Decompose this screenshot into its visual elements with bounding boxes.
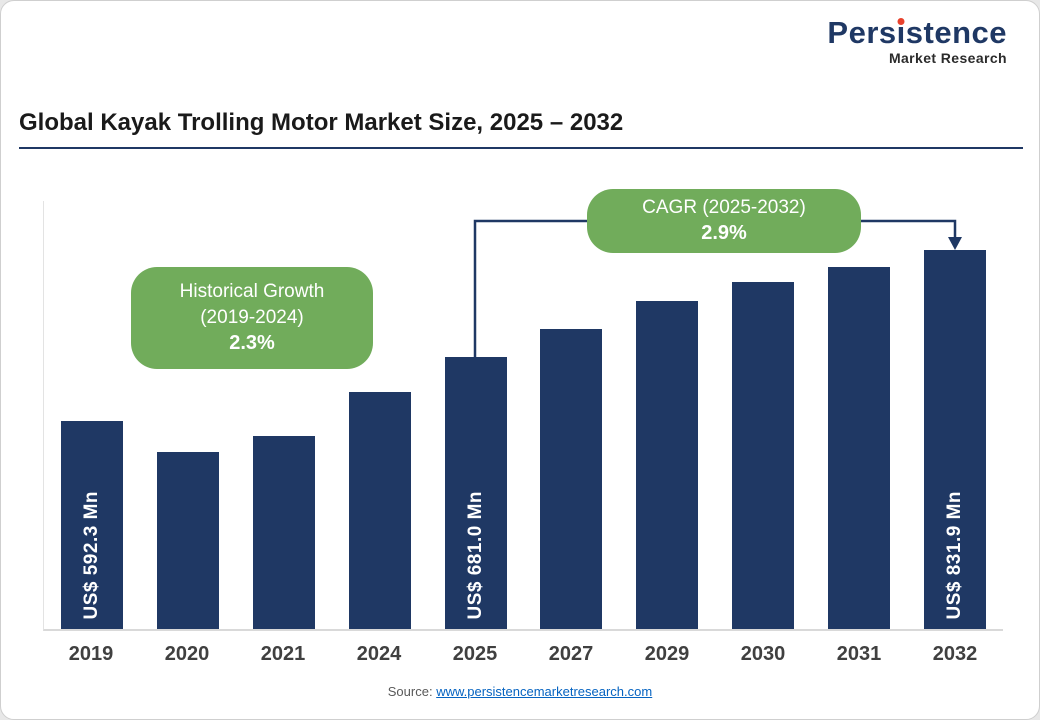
brand-name: Persistence <box>827 17 1007 48</box>
source-link[interactable]: www.persistencemarketresearch.com <box>436 684 653 699</box>
historical-growth-callout: Historical Growth (2019-2024) 2.3% <box>131 267 373 369</box>
chart-title: Global Kayak Trolling Motor Market Size,… <box>19 109 624 136</box>
plot-area: US$ 592.3 Mn US$ 681.0 Mn US$ 831.9 Mn <box>43 201 1003 631</box>
bar-slot-2019: US$ 592.3 Mn <box>44 420 140 629</box>
brand-logo: Persistence Market Research <box>827 17 1007 65</box>
x-axis-label-2027: 2027 <box>548 643 594 665</box>
x-axis-label-2031: 2031 <box>836 643 882 665</box>
bar-2032: US$ 831.9 Mn <box>924 249 987 629</box>
x-axis-label-2020: 2020 <box>164 643 210 665</box>
bar-slot-2030 <box>715 282 811 629</box>
brand-name-pre: Pers <box>827 15 897 50</box>
brand-red-dot-i: i <box>896 15 906 50</box>
x-axis-label-2024: 2024 <box>356 643 402 665</box>
bar-value-label-2019: US$ 592.3 Mn <box>80 490 102 620</box>
bar-slot-2031 <box>811 266 907 629</box>
x-axis-label-2025: 2025 <box>452 643 498 665</box>
bar-2030 <box>732 282 795 629</box>
x-axis-labels: 2019 2020 2021 2024 2025 2027 2029 2030 2031 2032 <box>43 631 1003 666</box>
bar-value-label-2032: US$ 831.9 Mn <box>944 490 966 620</box>
x-axis-label-2029: 2029 <box>644 643 690 665</box>
source-line: Source: www.persistencemarketresearch.co… <box>1 684 1039 699</box>
x-axis-label-2019: 2019 <box>68 643 114 665</box>
bar-slot-2020 <box>140 452 236 629</box>
title-divider <box>19 147 1023 149</box>
historical-growth-line1: Historical Growth <box>179 280 325 302</box>
brand-subtitle: Market Research <box>888 50 1007 66</box>
bar-2021 <box>252 436 315 629</box>
x-axis-label-2021: 2021 <box>260 643 306 665</box>
bar-slot-2021 <box>236 436 332 629</box>
bar-value-label-2025: US$ 681.0 Mn <box>464 490 486 620</box>
historical-growth-value: 2.3% <box>229 332 275 355</box>
bar-slot-2024 <box>332 392 428 629</box>
source-prefix: Source: <box>387 684 437 699</box>
cagr-line1: CAGR (2025-2032) <box>642 196 806 218</box>
bar-2025: US$ 681.0 Mn <box>444 357 507 629</box>
bar-2024 <box>348 392 411 629</box>
bar-2029 <box>636 300 699 629</box>
bar-2020 <box>156 452 219 629</box>
bar-2027 <box>540 328 603 629</box>
x-axis-label-2032: 2032 <box>932 643 978 665</box>
bar-slot-2027 <box>524 328 620 629</box>
historical-growth-line2: (2019-2024) <box>200 306 304 328</box>
x-axis-label-2030: 2030 <box>740 643 786 665</box>
brand-name-post: stence <box>905 15 1007 50</box>
bar-slot-2032: US$ 831.9 Mn <box>907 249 1003 629</box>
cagr-callout: CAGR (2025-2032) 2.9% <box>587 189 861 253</box>
bar-2019: US$ 592.3 Mn <box>60 420 123 629</box>
cagr-value: 2.9% <box>701 222 747 245</box>
bar-2031 <box>828 266 891 629</box>
bar-slot-2029 <box>619 300 715 629</box>
bar-slot-2025: US$ 681.0 Mn <box>428 357 524 629</box>
